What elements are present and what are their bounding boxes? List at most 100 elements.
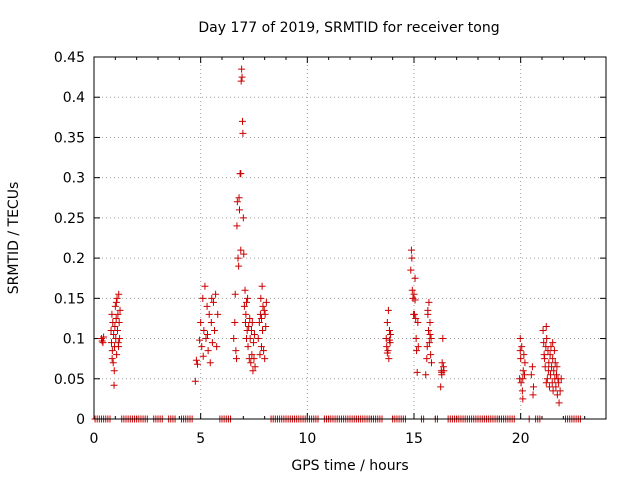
- data-point-0-13: [111, 322, 119, 330]
- data-point-0-96: [243, 298, 251, 306]
- y-tick-label-8: 0.4: [63, 90, 85, 106]
- y-tick-label-1: 0.05: [54, 372, 85, 388]
- data-point-0-80: [244, 343, 252, 351]
- data-point-0-65: [237, 246, 245, 254]
- data-point-0-125: [407, 246, 415, 254]
- data-point-0-32: [193, 360, 201, 368]
- data-point-0-111: [262, 298, 270, 306]
- data-point-0-201: [551, 359, 559, 367]
- data-point-0-84: [246, 335, 254, 343]
- data-point-0-210: [557, 375, 565, 383]
- data-point-0-192: [547, 371, 555, 379]
- data-point-0-133: [412, 314, 420, 322]
- y-tick-label-7: 0.35: [54, 130, 85, 146]
- data-point-0-70: [239, 129, 247, 137]
- data-point-0-105: [259, 302, 267, 310]
- data-point-0-147: [426, 331, 434, 339]
- data-point-0-118: [385, 355, 393, 363]
- data-point-0-89: [249, 367, 257, 375]
- data-point-0-209: [556, 387, 564, 395]
- data-point-0-195: [548, 379, 556, 387]
- data-point-0-203: [553, 371, 561, 379]
- data-point-0-137: [414, 318, 422, 326]
- data-point-0-48: [212, 290, 220, 298]
- x-tick-labels: 0 5 10 15 20: [90, 431, 530, 447]
- data-point-0-31: [192, 356, 200, 364]
- data-point-0-4: [107, 327, 115, 335]
- data-point-0-109: [261, 310, 269, 318]
- data-point-0-207: [555, 379, 563, 387]
- data-point-0-157: [439, 335, 447, 343]
- data-point-0-171: [521, 359, 529, 367]
- data-point-0-205: [553, 391, 561, 399]
- data-point-0-139: [411, 296, 419, 304]
- data-point-0-122: [383, 349, 391, 357]
- data-point-0-99: [256, 351, 264, 359]
- data-point-0-156: [438, 359, 446, 367]
- data-points: [91, 65, 584, 423]
- data-point-0-103: [258, 282, 266, 290]
- data-point-0-53: [208, 294, 216, 302]
- data-point-0-60: [234, 254, 242, 262]
- data-point-0-41: [204, 347, 212, 355]
- data-point-0-35: [198, 343, 206, 351]
- data-point-0-185: [543, 335, 551, 343]
- data-point-0-175: [528, 363, 536, 371]
- x-tick-label-0: 0: [90, 431, 99, 447]
- data-point-0-10: [110, 331, 118, 339]
- data-point-0-145: [425, 298, 433, 306]
- data-point-0-56: [231, 290, 239, 298]
- data-point-0-69: [238, 117, 246, 125]
- data-point-0-162: [516, 335, 524, 343]
- data-point-0-33: [196, 336, 204, 344]
- x-tick-label-4: 20: [512, 431, 530, 447]
- data-point-0-181: [541, 355, 549, 363]
- data-point-0-39: [202, 335, 210, 343]
- data-point-0-204: [553, 363, 561, 371]
- data-point-0-177: [529, 383, 537, 391]
- y-tick-label-9: 0.45: [54, 50, 85, 66]
- data-point-0-151: [424, 306, 432, 314]
- data-point-0-93: [251, 363, 259, 371]
- data-point-0-52: [203, 331, 211, 339]
- data-point-0-25: [116, 306, 124, 314]
- data-point-0-163: [517, 355, 525, 363]
- data-point-0-18: [113, 294, 121, 302]
- data-point-0-119: [385, 327, 393, 335]
- data-point-0-106: [260, 347, 268, 355]
- data-point-0-92: [250, 331, 258, 339]
- data-point-0-20: [114, 310, 122, 318]
- data-point-0-168: [519, 367, 527, 375]
- data-point-0-1: [98, 337, 106, 345]
- data-point-0-193: [547, 343, 555, 351]
- data-point-0-113: [382, 335, 390, 343]
- data-point-0-123: [385, 336, 393, 344]
- data-point-0-14: [111, 302, 119, 310]
- data-point-0-85: [247, 359, 255, 367]
- data-point-0-86: [247, 327, 255, 335]
- data-point-0-17: [113, 351, 121, 359]
- data-point-0-42: [205, 310, 213, 318]
- data-point-0-58: [233, 222, 241, 230]
- data-point-0-81: [245, 322, 253, 330]
- y-tick-label-2: 0.1: [63, 332, 85, 348]
- data-point-0-46: [209, 298, 217, 306]
- data-point-0-191: [546, 351, 554, 359]
- y-tick-label-3: 0.15: [54, 291, 85, 307]
- data-point-0-164: [517, 379, 525, 387]
- data-point-0-36: [199, 294, 207, 302]
- data-point-0-136: [413, 368, 421, 376]
- data-point-0-63: [235, 206, 243, 214]
- data-point-0-152: [426, 318, 434, 326]
- data-point-0-165: [518, 343, 526, 351]
- data-point-0-47: [211, 327, 219, 335]
- data-point-0-146: [425, 339, 433, 347]
- data-point-0-189: [545, 359, 553, 367]
- data-point-0-61: [235, 262, 243, 270]
- chart-title: Day 177 of 2019, SRMTID for receiver ton…: [198, 20, 499, 36]
- data-point-0-127: [408, 286, 416, 294]
- data-point-0-19: [113, 327, 121, 335]
- data-point-0-3: [100, 333, 108, 341]
- data-point-0-142: [423, 343, 431, 351]
